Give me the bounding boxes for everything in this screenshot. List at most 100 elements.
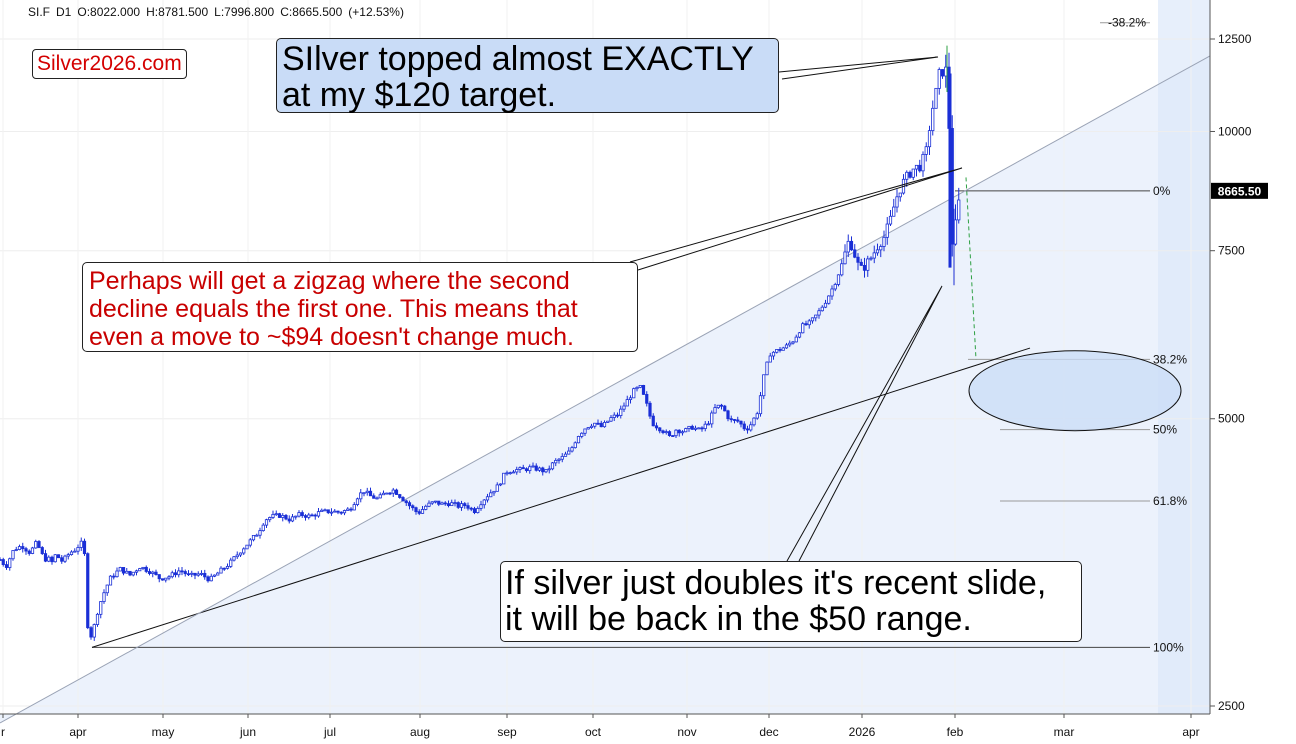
candle-body-111: [359, 492, 363, 500]
candle-body-219: [710, 412, 714, 425]
candle-body-46: [147, 571, 152, 574]
candle-body-153: [495, 484, 499, 492]
candle-body-148: [479, 504, 483, 509]
candle-body-49: [157, 574, 161, 580]
candle-body-131: [424, 505, 428, 510]
candle-body-11: [34, 541, 38, 549]
candle-body-246: [797, 332, 802, 338]
candle-body-224: [726, 410, 730, 420]
candle-body-50: [160, 578, 165, 581]
candle-body-215: [697, 427, 701, 430]
candle-body-62: [199, 572, 204, 575]
trendline-diagonal: [0, 55, 1211, 724]
candle-body-264: [856, 256, 860, 263]
candle-body-48: [154, 571, 158, 575]
candle-body-243: [788, 342, 792, 346]
candle-body-194: [628, 397, 633, 400]
candle-body-14: [43, 553, 48, 562]
candle-body-115: [372, 495, 376, 499]
candle-body-198: [641, 385, 646, 395]
candle-body-47: [151, 571, 155, 574]
candle-body-287: [931, 107, 935, 132]
change-value: (+12.53%): [348, 5, 404, 19]
candle-body-175: [567, 450, 571, 455]
candle-body-141: [456, 502, 460, 508]
candle-body-81: [261, 524, 265, 532]
candle-body-15: [47, 556, 51, 562]
candle-body-150: [485, 496, 490, 501]
candle-body-63: [203, 572, 207, 578]
last-price-label: 8665.50: [1218, 184, 1262, 198]
candle-body-32: [102, 592, 106, 602]
candle-body-280: [908, 171, 912, 178]
trendline-lower: [91, 347, 1031, 648]
candle-body-249: [807, 320, 811, 326]
slide-callout: If silver just doubles it's recent slide…: [500, 561, 1082, 642]
candle-body-174: [563, 453, 568, 457]
candle-body-197: [638, 385, 642, 388]
candle-body-52: [167, 576, 171, 579]
candle-body-265: [859, 261, 863, 266]
candle-body-214: [693, 427, 698, 430]
candle-body-154: [498, 483, 503, 486]
candle-body-254: [823, 302, 828, 308]
candle-body-285: [924, 146, 928, 155]
candle-body-232: [752, 417, 756, 426]
candle-body-216: [700, 427, 704, 430]
candle-body-71: [229, 559, 233, 567]
zigzag-callout-line-2: decline equals the first one. This means…: [89, 295, 578, 323]
candle-body-73: [235, 554, 239, 558]
candle-body-132: [427, 502, 431, 507]
candle-body-90: [290, 516, 295, 522]
x-tick-label-6: sep: [497, 725, 517, 739]
slide-callout-line-1: If silver just doubles it's recent slide…: [505, 564, 1047, 602]
x-tick-label-0: r: [1, 725, 5, 739]
candle-body-218: [706, 423, 711, 426]
candle-body-54: [173, 572, 178, 576]
candle-body-72: [232, 556, 236, 561]
candle-body-152: [492, 490, 496, 494]
candle-body-237: [768, 355, 772, 363]
fib-label-3: 50%: [1153, 423, 1177, 437]
candle-body-201: [651, 415, 655, 427]
candle-body-199: [645, 394, 649, 404]
high-value: H:8781.500: [146, 5, 209, 19]
candle-body-87: [281, 515, 285, 518]
candle-body-279: [905, 171, 909, 180]
candle-body-188: [609, 417, 613, 422]
candle-body-257: [833, 284, 837, 290]
candle-body-286: [927, 130, 932, 148]
candle-body-191: [619, 408, 623, 416]
candle-body-164: [531, 465, 535, 468]
last-price-badge: [1211, 182, 1268, 199]
candle-body-23: [73, 550, 77, 553]
candle-body-284: [921, 153, 925, 172]
candle-body-126: [407, 502, 412, 507]
candle-body-294: [953, 219, 958, 245]
candle-body-110: [355, 498, 360, 505]
candle-body-158: [511, 471, 516, 474]
candle-body-180: [583, 428, 587, 434]
candle-body-84: [271, 513, 275, 518]
candle-body-41: [131, 571, 135, 576]
fib-label-5: 100%: [1153, 640, 1184, 654]
candle-body-106: [342, 510, 347, 514]
candle-body-149: [482, 499, 486, 506]
x-tick-label-3: jun: [239, 725, 256, 739]
candle-body-80: [258, 530, 262, 536]
fibonacci-levels: -38.2% 0% 38.2% 50% 61.8% 100%: [92, 16, 1187, 654]
candle-body-21: [66, 554, 70, 557]
candle-body-212: [687, 425, 691, 429]
candle-body-66: [212, 574, 217, 577]
candle-body-270: [875, 249, 880, 254]
candle-body-161: [521, 467, 525, 470]
candle-body-204: [661, 430, 665, 433]
top-callout-pointer: [778, 56, 939, 80]
candle-body-78: [251, 535, 256, 541]
candle-body-205: [664, 431, 668, 434]
candle-body-98: [316, 511, 321, 517]
candle-body-3: [8, 558, 12, 568]
candle-body-147: [476, 508, 480, 514]
candle-body-241: [781, 347, 785, 351]
candle-body-211: [684, 428, 688, 433]
